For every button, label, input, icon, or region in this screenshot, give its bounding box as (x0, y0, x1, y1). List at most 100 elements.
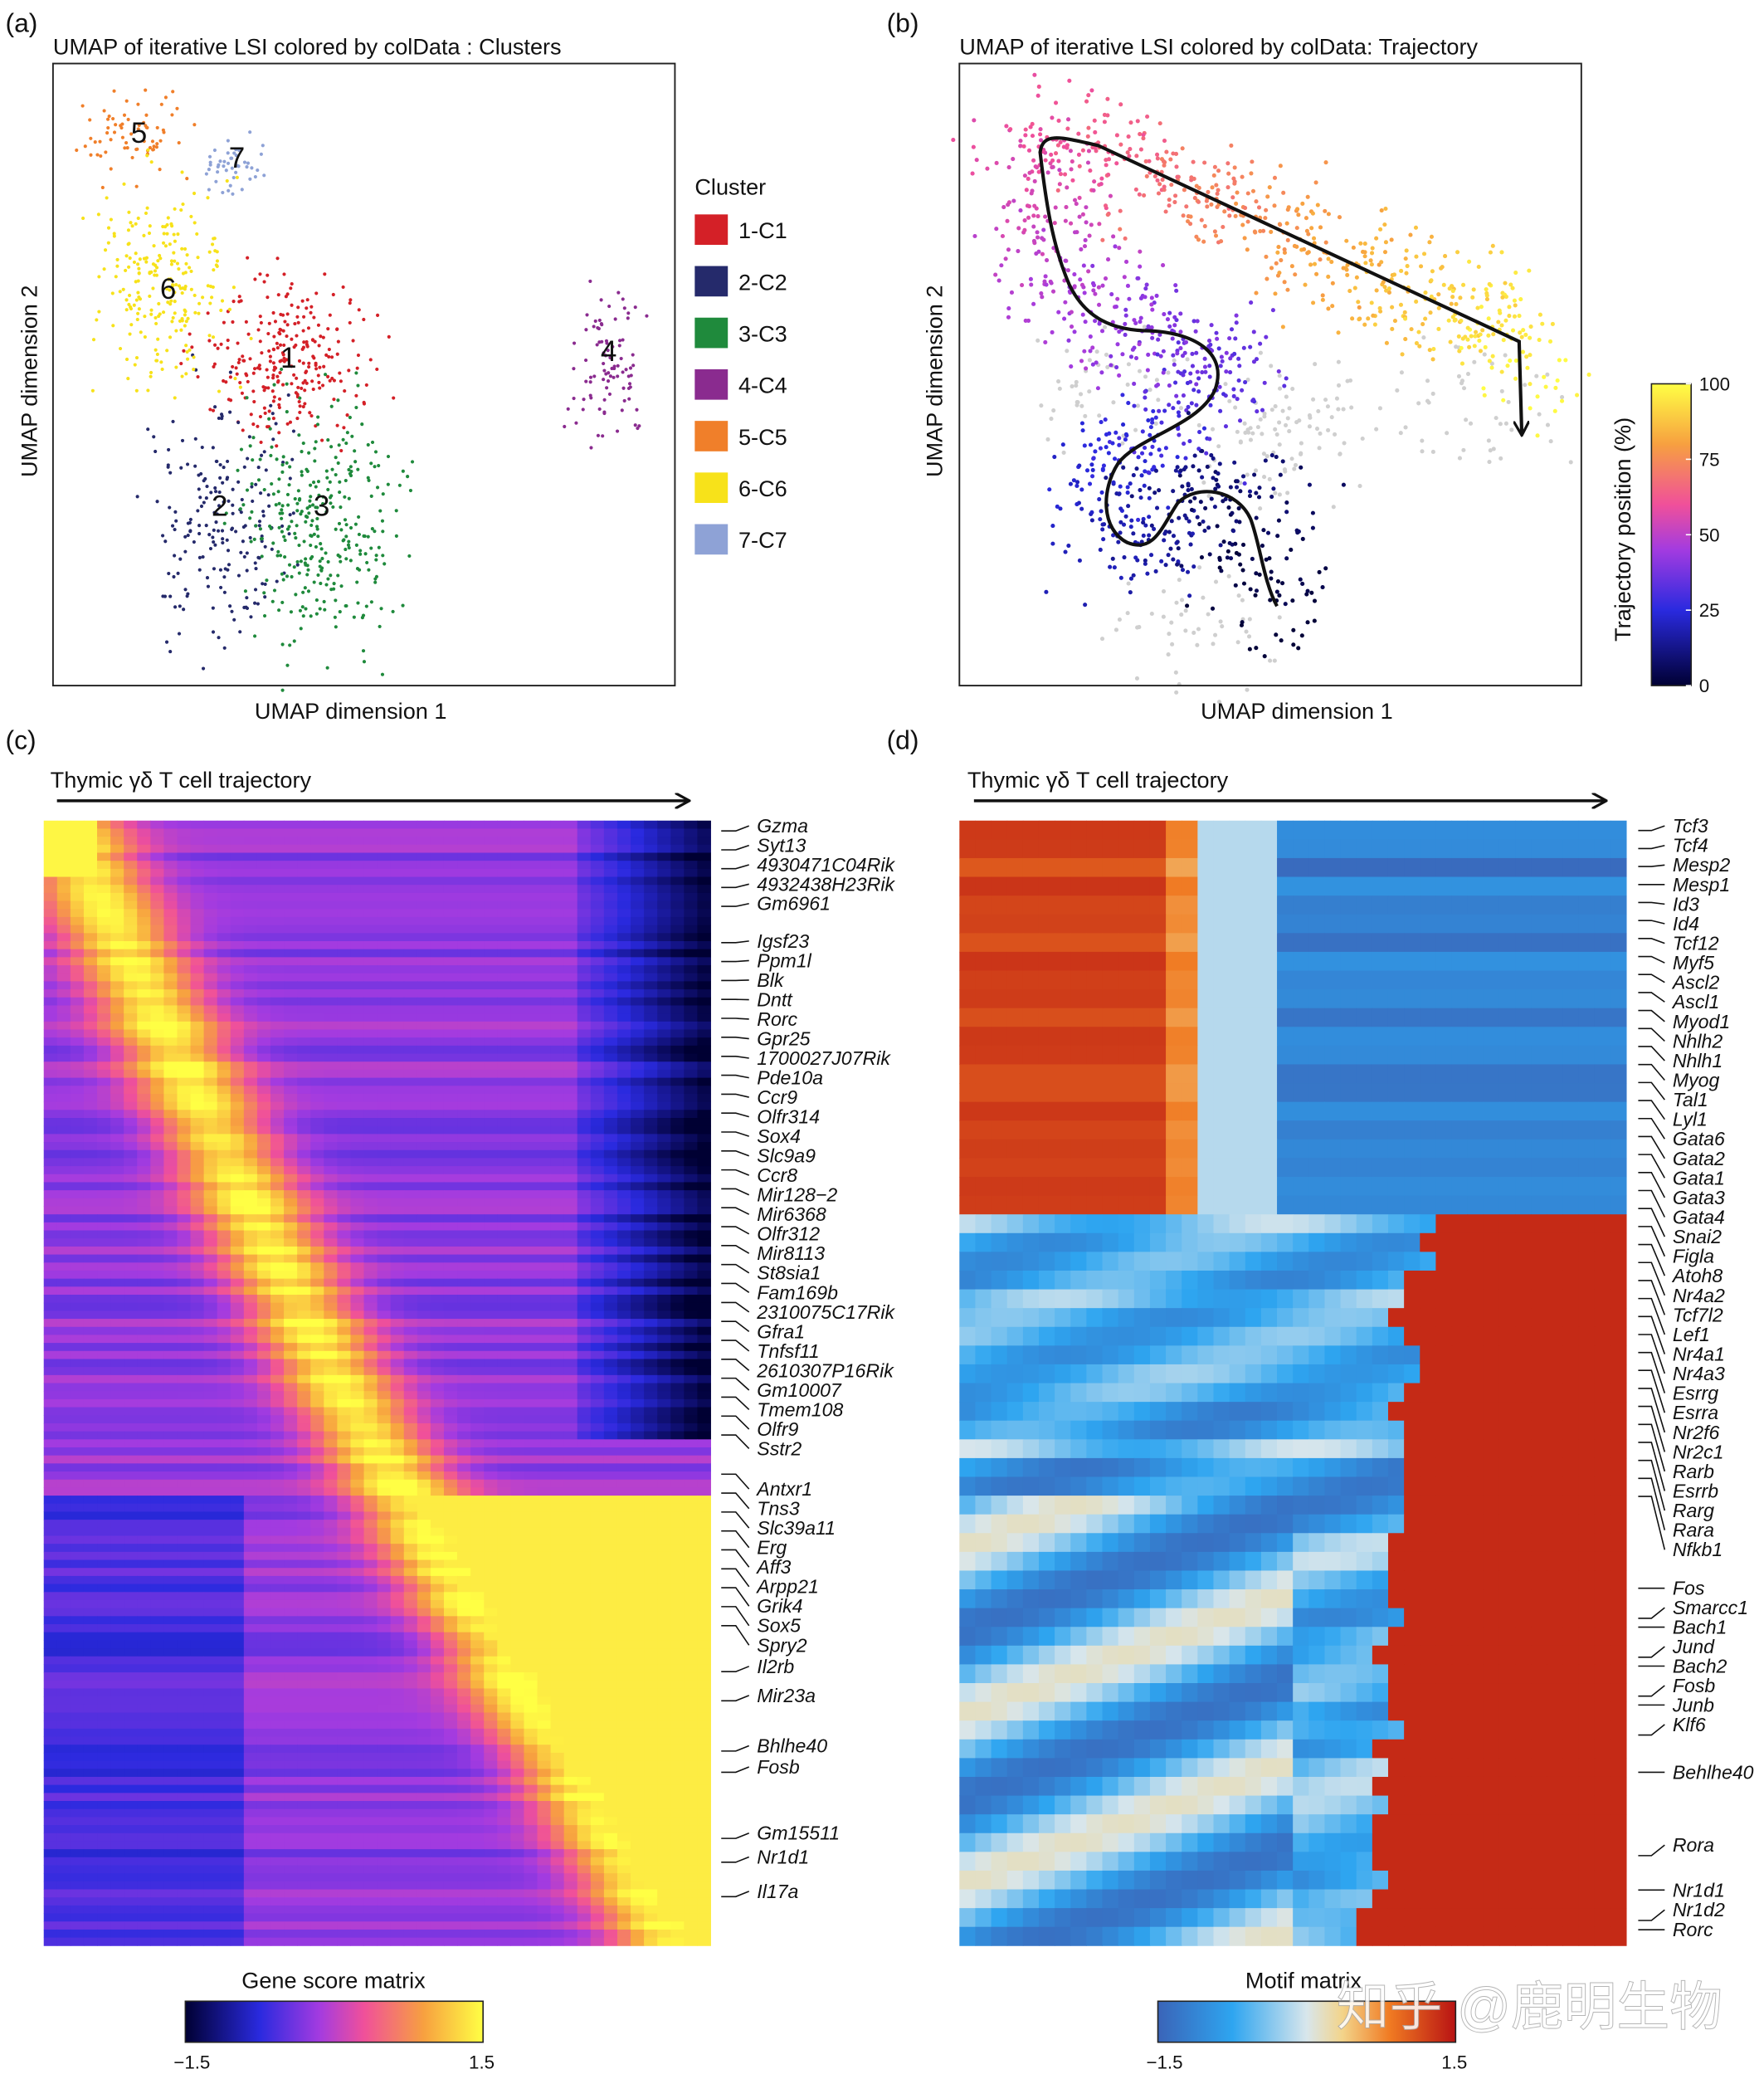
trajectory-point (1200, 448, 1205, 454)
heatmap-cell (644, 1086, 658, 1095)
heatmap-cell (83, 1069, 98, 1079)
heatmap-cell (256, 1101, 271, 1110)
heatmap-cell (684, 957, 698, 966)
cluster-point (158, 312, 162, 316)
trajectory-point (971, 144, 976, 149)
heatmap-cell (644, 1149, 658, 1159)
heatmap-cell (457, 1061, 471, 1071)
trajectory-point (1153, 569, 1158, 574)
trajectory-point (1221, 539, 1226, 544)
cluster-point (356, 383, 360, 388)
cluster-point (608, 355, 612, 360)
heatmap-cell (70, 973, 85, 982)
heatmap-cell (270, 1077, 285, 1086)
heatmap-cell (657, 909, 671, 918)
heatmap-cell (284, 1086, 298, 1095)
cluster-point (285, 358, 289, 362)
heatmap-cell (150, 837, 164, 846)
trajectory-point (1356, 300, 1361, 305)
heatmap-cell (550, 1086, 565, 1095)
heatmap-cell (203, 852, 218, 861)
heatmap-cell (550, 997, 565, 1006)
heatmap-cell (190, 981, 205, 990)
heatmap-cell (137, 868, 151, 878)
cluster-point (334, 472, 338, 477)
heatmap-cell (310, 1061, 324, 1071)
trajectory-point (1310, 525, 1315, 530)
trajectory-point (1211, 456, 1216, 461)
trajectory-point (1064, 205, 1069, 210)
heatmap-cell (390, 1037, 405, 1047)
heatmap-cell (603, 1077, 618, 1086)
trajectory-point (1528, 325, 1533, 329)
heatmap-cell (83, 1158, 98, 1167)
heatmap-cell (270, 1125, 285, 1135)
cluster-point (262, 450, 266, 454)
cluster-point (370, 440, 375, 445)
heatmap-cell (616, 1021, 631, 1030)
trajectory-point (1085, 160, 1091, 165)
cluster-point (258, 339, 262, 344)
unassigned-point (1454, 344, 1459, 349)
heatmap-cell (243, 1166, 258, 1175)
cluster-point (269, 526, 273, 530)
cluster-point (374, 558, 378, 562)
unassigned-point (1235, 640, 1240, 645)
heatmap-cell (377, 868, 392, 878)
unassigned-point (1070, 383, 1074, 389)
heatmap-cell (590, 868, 605, 878)
heatmap-cell (377, 949, 392, 958)
heatmap-cell (430, 940, 445, 950)
trajectory-point (1296, 212, 1301, 217)
unassigned-point (1277, 420, 1282, 425)
heatmap-cell (70, 876, 85, 886)
cluster-point (288, 643, 292, 647)
trajectory-point (1105, 212, 1110, 217)
unassigned-point (1111, 400, 1116, 405)
trajectory-point (1054, 151, 1059, 156)
trajectory-point (1318, 225, 1323, 230)
trajectory-point (1254, 290, 1259, 295)
trajectory-point (1231, 393, 1236, 399)
trajectory-point (1227, 336, 1232, 341)
heatmap-cell (124, 973, 138, 982)
heatmap-cell (97, 1061, 111, 1071)
cluster-point (373, 465, 377, 469)
heatmap-cell (203, 1053, 218, 1062)
trajectory-point (1479, 305, 1484, 310)
trajectory-point (1240, 222, 1245, 227)
heatmap-cell (256, 885, 271, 894)
heatmap-cell (377, 1158, 392, 1167)
heatmap-cell (577, 973, 592, 982)
trajectory-point (1528, 382, 1533, 387)
heatmap-cell (43, 828, 58, 837)
cluster-point (106, 226, 111, 230)
unassigned-point (1078, 392, 1084, 397)
heatmap-cell (537, 997, 552, 1006)
trajectory-point (1020, 282, 1025, 288)
cluster-point (296, 385, 300, 390)
heatmap-cell (390, 1101, 405, 1110)
trajectory-point (1284, 556, 1289, 561)
heatmap-cell (563, 933, 578, 942)
heatmap-cell (443, 1134, 458, 1143)
heatmap-cell (470, 876, 485, 886)
trajectory-point (1138, 131, 1143, 137)
cluster-point (320, 383, 325, 388)
cluster-point (190, 345, 194, 349)
heatmap-cell (230, 1110, 245, 1119)
heatmap-cell (631, 1149, 645, 1159)
trajectory-point (1282, 247, 1287, 252)
cluster-point (137, 295, 141, 300)
cluster-point (325, 476, 329, 480)
heatmap-cell (297, 940, 311, 950)
heatmap-cell (443, 900, 458, 910)
unassigned-point (1416, 401, 1421, 406)
trajectory-point (1292, 243, 1297, 249)
heatmap-cell (190, 1134, 205, 1143)
heatmap-cell (550, 949, 565, 958)
heatmap-cell (510, 885, 524, 894)
heatmap-cell (297, 957, 311, 966)
trajectory-point (1174, 288, 1179, 293)
heatmap-cell (590, 1118, 605, 1127)
